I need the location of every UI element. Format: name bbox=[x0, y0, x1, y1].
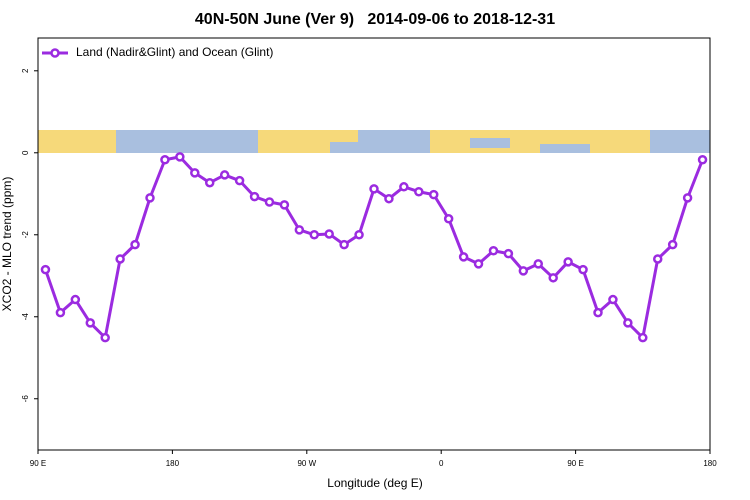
point bbox=[443, 214, 454, 224]
point bbox=[428, 189, 439, 200]
point bbox=[354, 230, 364, 240]
x-tick-label: 90 E bbox=[30, 459, 46, 468]
point bbox=[384, 193, 394, 204]
legend-marker bbox=[50, 48, 60, 58]
point bbox=[563, 257, 573, 267]
y-tick-label: -2 bbox=[21, 231, 30, 239]
y-tick-label: 2 bbox=[21, 68, 30, 73]
map-strip bbox=[38, 130, 710, 153]
point bbox=[682, 193, 693, 203]
point bbox=[130, 239, 140, 250]
point bbox=[279, 200, 290, 210]
point bbox=[249, 191, 260, 202]
point bbox=[204, 177, 215, 188]
point bbox=[339, 239, 349, 250]
plot-frame bbox=[37, 37, 711, 451]
point bbox=[219, 170, 230, 180]
point bbox=[100, 332, 110, 343]
point bbox=[458, 252, 469, 262]
point bbox=[190, 168, 200, 178]
x-tick-label: 180 bbox=[166, 459, 180, 468]
x-tick-label: 90 W bbox=[297, 459, 316, 468]
y-axis-label: XCO2 - MLO trend (ppm) bbox=[0, 177, 14, 312]
point bbox=[414, 186, 424, 197]
point bbox=[503, 248, 514, 259]
x-tick-label: 90 E bbox=[567, 459, 583, 468]
x-tick-label: 0 bbox=[439, 459, 444, 468]
point bbox=[652, 254, 663, 264]
point bbox=[518, 266, 529, 276]
point bbox=[234, 175, 245, 186]
point bbox=[578, 264, 588, 275]
point bbox=[85, 318, 96, 328]
legend-text: Land (Nadir&Glint) and Ocean (Glint) bbox=[76, 45, 273, 59]
series-line bbox=[44, 155, 704, 340]
point bbox=[160, 155, 170, 165]
point bbox=[309, 230, 320, 240]
point bbox=[488, 246, 499, 256]
point bbox=[175, 152, 185, 162]
point bbox=[324, 229, 334, 239]
point bbox=[697, 155, 708, 165]
y-tick-label: -4 bbox=[21, 313, 30, 321]
x-tick-label: 180 bbox=[703, 459, 717, 468]
y-tick-label: -6 bbox=[21, 395, 30, 403]
point bbox=[70, 294, 81, 305]
point bbox=[145, 193, 155, 203]
point bbox=[638, 332, 648, 343]
y-tick-label: 0 bbox=[21, 150, 30, 155]
chart-title: 40N-50N June (Ver 9) 2014-09-06 to 2018-… bbox=[195, 11, 555, 28]
point bbox=[264, 197, 275, 207]
point bbox=[473, 259, 484, 269]
point bbox=[55, 307, 66, 318]
point bbox=[608, 294, 618, 305]
point bbox=[294, 225, 305, 235]
point bbox=[399, 182, 409, 192]
point bbox=[369, 184, 379, 194]
point bbox=[667, 239, 678, 250]
x-axis-label: Longitude (deg E) bbox=[327, 476, 422, 490]
point bbox=[40, 264, 51, 275]
point bbox=[115, 254, 125, 264]
point bbox=[593, 307, 603, 318]
point bbox=[548, 273, 558, 283]
point bbox=[623, 318, 633, 328]
point bbox=[533, 259, 544, 269]
